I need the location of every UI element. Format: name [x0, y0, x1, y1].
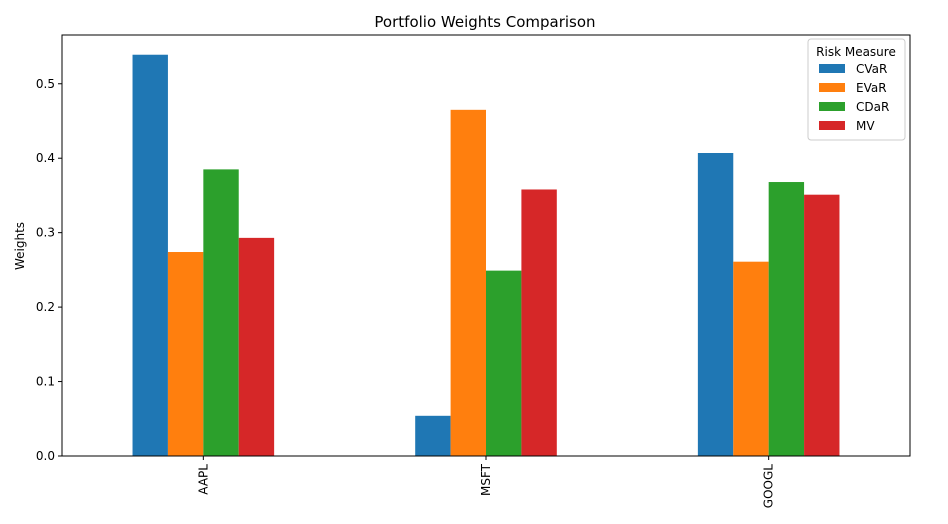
legend-swatch-cvar	[819, 64, 845, 73]
bar-cdar-googl	[768, 182, 805, 456]
legend-label-evar: EVaR	[856, 81, 887, 95]
x-tick-label-googl: GOOGL	[762, 464, 776, 508]
y-tick-label: 0.4	[36, 151, 55, 165]
y-tick-label: 0.0	[36, 449, 55, 463]
bar-cdar-aapl	[203, 169, 239, 456]
legend-swatch-mv	[819, 121, 845, 130]
legend: Risk Measure CVaR EVaR CDaR MV	[807, 38, 906, 141]
bar-cvar-msft	[415, 415, 451, 456]
x-tick-label-msft: MSFT	[479, 463, 493, 496]
legend-title: Risk Measure	[816, 45, 896, 59]
legend-label-cvar: CVaR	[856, 62, 887, 76]
y-axis: 0.0 0.1 0.2 0.3 0.4 0.5	[36, 77, 62, 463]
bar-mv-msft	[521, 189, 557, 457]
y-tick-label: 0.1	[36, 375, 55, 389]
legend-label-cdar: CDaR	[856, 100, 889, 114]
legend-label-mv: MV	[856, 119, 875, 133]
x-tick-label-aapl: AAPL	[196, 464, 210, 495]
bar-cdar-msft	[486, 270, 522, 456]
x-axis: AAPL MSFT GOOGL	[196, 456, 776, 508]
chart-title: Portfolio Weights Comparison	[374, 13, 595, 31]
bar-evar-msft	[450, 109, 486, 456]
legend-swatch-evar	[819, 83, 845, 92]
plot-frame	[61, 34, 911, 457]
bar-mv-googl	[804, 194, 840, 456]
y-tick-label: 0.2	[36, 300, 55, 314]
y-axis-label: Weights	[13, 222, 27, 270]
bars-layer	[132, 54, 840, 457]
y-tick-label: 0.3	[36, 226, 55, 240]
bar-evar-googl	[733, 261, 769, 456]
legend-swatch-cdar	[819, 102, 845, 111]
bar-evar-aapl	[167, 252, 204, 456]
bar-cvar-aapl	[132, 54, 168, 456]
bar-mv-aapl	[238, 237, 275, 456]
y-tick-label: 0.5	[36, 77, 55, 91]
bar-cvar-googl	[697, 153, 734, 456]
